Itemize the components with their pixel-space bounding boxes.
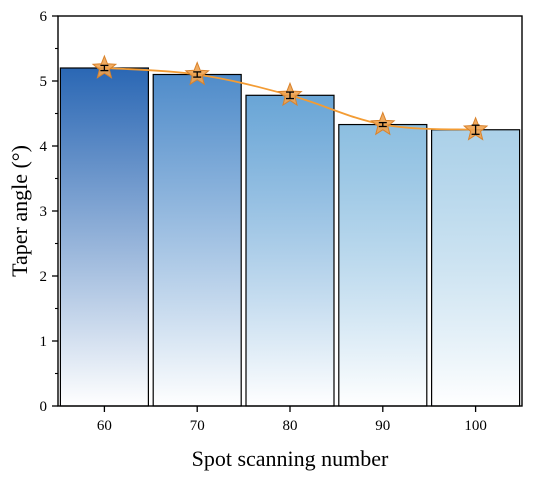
- x-tick-label-70: 70: [190, 418, 205, 434]
- bar-80: [245, 94, 335, 407]
- y-tick-label-2: 2: [40, 269, 48, 285]
- overlay-line-layer: [91, 54, 489, 141]
- x-tick-label-100: 100: [464, 418, 487, 434]
- bar-60: [59, 67, 150, 407]
- x-tick-label-60: 60: [97, 418, 112, 434]
- error-bar-60: [100, 64, 109, 72]
- x-tick-label-80: 80: [283, 418, 298, 434]
- x-axis-title: Spot scanning number: [192, 446, 389, 471]
- bar-90: [338, 123, 428, 407]
- y-tick-label-1: 1: [40, 334, 48, 350]
- y-tick-label-6: 6: [40, 9, 48, 25]
- y-tick-label-5: 5: [40, 74, 48, 90]
- y-axis-title: Taper angle (°): [7, 145, 32, 277]
- bars-layer: [59, 67, 521, 407]
- axes-layer: 0 1 2 3 4 5 6 60 70 80 90 100: [40, 9, 523, 434]
- y-tick-label-0: 0: [40, 399, 48, 415]
- y-tick-label-4: 4: [40, 139, 48, 155]
- error-bar-90: [378, 121, 387, 128]
- x-tick-label-90: 90: [375, 418, 390, 434]
- error-bar-80: [286, 91, 294, 100]
- bar-100: [431, 129, 521, 407]
- error-bar-70: [193, 71, 202, 78]
- error-bar-100: [471, 124, 480, 135]
- bar-70: [152, 73, 242, 407]
- y-tick-label-3: 3: [40, 204, 48, 220]
